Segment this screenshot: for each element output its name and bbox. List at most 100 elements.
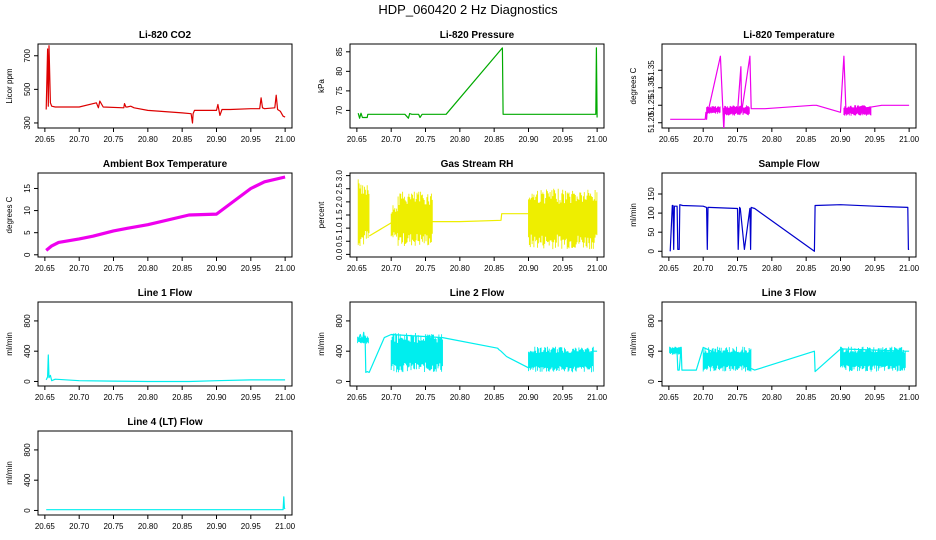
x-tick-label: 20.85 (796, 264, 817, 273)
y-axis-label: ml/min (317, 332, 326, 356)
y-tick-label: 400 (23, 344, 32, 358)
x-tick-label: 20.75 (103, 264, 124, 273)
y-tick-label: 10 (23, 206, 32, 215)
noise-band-4 (843, 105, 872, 116)
x-tick-label: 20.90 (206, 522, 227, 531)
series-line-1 (357, 47, 598, 119)
x-tick-label: 20.95 (865, 393, 886, 402)
data-layer (357, 47, 598, 119)
chart-title: Li-820 Temperature (743, 30, 835, 41)
y-axis-label: degrees C (629, 67, 638, 104)
plot-frame (37, 301, 293, 387)
series-line-1 (669, 204, 910, 252)
x-tick-label: 20.90 (518, 135, 539, 144)
y-tick-label: 1.5 (335, 209, 344, 221)
y-axis-label: ml/min (629, 203, 638, 227)
x-tick-label: 20.75 (727, 264, 748, 273)
y-tick-label: 1.0 (335, 222, 344, 234)
noise-band-3 (397, 191, 433, 246)
data-layer (45, 175, 286, 252)
y-tick-label: 0 (647, 379, 656, 384)
plot-frame (661, 172, 917, 258)
noise-band-2 (390, 205, 398, 238)
y-tick-label: 3.0 (335, 170, 344, 182)
x-tick-label: 20.80 (138, 264, 159, 273)
x-tick-label: 20.75 (103, 522, 124, 531)
x-tick-label: 20.70 (381, 393, 402, 402)
x-tick-label: 20.65 (35, 522, 56, 531)
x-tick-label: 21.00 (587, 135, 608, 144)
x-tick-label: 20.95 (241, 135, 262, 144)
y-tick-label: 700 (23, 49, 32, 63)
y-tick-label: 0 (23, 508, 32, 513)
plot-frame (37, 43, 293, 129)
x-tick-label: 20.80 (450, 264, 471, 273)
x-tick-label: 20.70 (69, 264, 90, 273)
x-tick-label: 20.90 (830, 264, 851, 273)
figure-title: HDP_060420 2 Hz Diagnostics (378, 2, 558, 17)
y-tick-label: 51.25 (647, 95, 656, 116)
y-tick-label: 800 (23, 314, 32, 328)
x-tick-label: 20.75 (415, 393, 436, 402)
y-axis-label: ml/min (629, 332, 638, 356)
x-tick-label: 20.70 (69, 135, 90, 144)
x-tick-label: 21.00 (587, 264, 608, 273)
x-tick-label: 20.65 (347, 393, 368, 402)
plot-frame (661, 301, 917, 387)
noise-band-1 (357, 179, 370, 246)
x-tick-label: 21.00 (275, 522, 296, 531)
y-tick-label: 51.35 (647, 60, 656, 81)
x-tick-label: 21.00 (275, 135, 296, 144)
y-axis-label: degrees C (5, 196, 14, 233)
chart-title: Line 4 (LT) Flow (127, 417, 203, 428)
y-tick-label: 50 (647, 227, 656, 236)
x-tick-label: 20.70 (693, 393, 714, 402)
y-tick-label: 400 (647, 344, 656, 358)
chart-title: Li-820 CO2 (139, 30, 192, 41)
series-line-1 (45, 175, 286, 252)
x-tick-label: 20.75 (415, 264, 436, 273)
y-tick-label: 0 (23, 252, 32, 257)
y-tick-label: 300 (23, 116, 32, 130)
series-line-1 (357, 331, 598, 373)
x-tick-label: 20.65 (659, 264, 680, 273)
x-tick-label: 20.90 (518, 264, 539, 273)
x-tick-label: 20.95 (241, 522, 262, 531)
noise-band-2 (390, 333, 443, 373)
series-line-1 (46, 496, 286, 511)
x-tick-label: 20.65 (347, 135, 368, 144)
y-tick-label: 100 (647, 206, 656, 220)
plot-frame (37, 172, 293, 258)
series-line-1 (669, 346, 910, 373)
x-tick-label: 20.80 (762, 135, 783, 144)
x-tick-label: 20.75 (103, 135, 124, 144)
noise-band-4 (528, 188, 598, 250)
chart-title: Line 2 Flow (450, 288, 505, 299)
x-tick-label: 20.75 (415, 135, 436, 144)
y-tick-label: 5 (23, 230, 32, 235)
chart-panel-3: Li-820 Temperature degrees C 20.65 20.70 20.… (629, 30, 920, 144)
plot-frame (349, 301, 605, 387)
plot-frame (37, 430, 293, 516)
x-tick-label: 20.85 (484, 393, 505, 402)
x-tick-label: 20.65 (35, 393, 56, 402)
y-axis-label: kPa (317, 79, 326, 93)
y-tick-label: 0.5 (335, 235, 344, 247)
series-line-1 (670, 55, 910, 128)
chart-panel-10: Line 4 (LT) Flow ml/min 20.65 20.70 20.75 20.… (5, 417, 296, 531)
y-tick-label: 2.0 (335, 196, 344, 208)
x-tick-label: 20.85 (484, 135, 505, 144)
data-layer (669, 204, 910, 252)
chart-panel-1: Li-820 CO2 Licor ppm 20.65 20.70 20.75 20.80 2… (5, 30, 296, 144)
x-tick-label: 20.75 (727, 393, 748, 402)
x-tick-label: 21.00 (899, 393, 920, 402)
x-tick-label: 20.80 (762, 393, 783, 402)
y-axis-label: Licor ppm (5, 68, 14, 103)
x-tick-label: 20.85 (484, 264, 505, 273)
x-tick-label: 20.85 (172, 135, 193, 144)
chart-panel-6: Sample Flow ml/min 20.65 20.70 20.75 20.80 20.… (629, 159, 920, 273)
x-tick-label: 20.95 (241, 264, 262, 273)
x-tick-label: 20.90 (206, 135, 227, 144)
x-tick-label: 20.90 (206, 264, 227, 273)
